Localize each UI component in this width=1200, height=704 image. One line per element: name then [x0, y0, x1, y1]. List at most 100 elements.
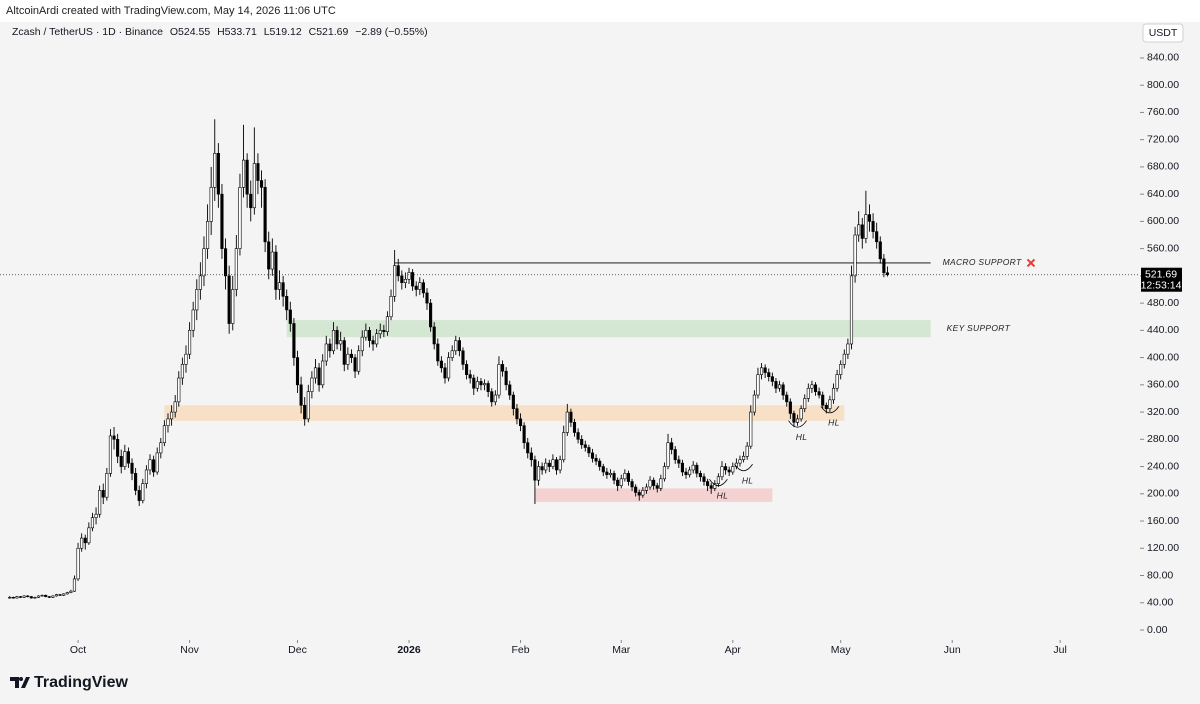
candle-body	[637, 492, 641, 496]
candle-body	[882, 258, 886, 274]
candle-body	[813, 384, 818, 392]
candle-body	[33, 597, 37, 599]
candle-body	[619, 478, 623, 486]
candle-body	[249, 193, 253, 209]
candle-body	[281, 282, 285, 297]
high: H533.71	[217, 26, 257, 38]
candle-body	[677, 459, 681, 464]
candle-body	[173, 401, 177, 413]
y-tick-label: 440.00	[1147, 324, 1179, 336]
change: −2.89 (−0.55%)	[355, 26, 427, 38]
candle-body	[267, 241, 271, 270]
candle-body	[65, 592, 69, 595]
candle-body	[252, 163, 256, 209]
candle-body	[500, 364, 505, 372]
candle-body	[8, 597, 12, 599]
candle-body	[414, 285, 418, 290]
y-tick-label: 360.00	[1147, 379, 1179, 391]
candle-body	[166, 418, 170, 426]
candle-body	[547, 462, 551, 467]
candle-body	[155, 452, 159, 473]
candle-body	[292, 323, 296, 358]
candle-body	[198, 275, 202, 290]
candle-body	[536, 466, 541, 481]
candle-body	[72, 578, 77, 592]
candle-body	[137, 490, 141, 501]
candle-body	[526, 442, 530, 454]
candle-body	[605, 471, 609, 476]
candle-body	[245, 159, 249, 195]
annotation: HL	[742, 476, 753, 486]
candle-body	[706, 481, 710, 486]
candle-body	[144, 469, 148, 484]
candle-body	[87, 527, 91, 544]
y-tick-label: 680.00	[1147, 161, 1179, 173]
candle-body	[670, 442, 674, 450]
countdown: 12:53:14	[1141, 280, 1182, 292]
swing-arc	[709, 479, 728, 487]
candle-body	[684, 471, 688, 476]
candle-body	[659, 478, 663, 489]
y-tick-label: 240.00	[1147, 460, 1179, 472]
candle-body	[767, 372, 771, 377]
candle-body	[608, 473, 613, 476]
candle-body	[666, 442, 670, 467]
candle-body	[119, 456, 123, 467]
candle-body	[713, 483, 717, 489]
candle-body	[313, 367, 318, 379]
y-tick-label: 760.00	[1147, 106, 1179, 118]
candle-body	[152, 459, 156, 473]
candle-body	[533, 459, 537, 481]
candle-body	[831, 387, 836, 401]
candle-body	[777, 384, 782, 389]
candle-body	[411, 272, 415, 287]
candle-body	[810, 384, 814, 389]
logo	[10, 677, 30, 688]
candle-body	[493, 394, 497, 403]
candle-body	[867, 214, 872, 222]
candle-body	[418, 282, 422, 290]
candle-body	[346, 353, 350, 365]
x-tick-label: Jul	[1053, 644, 1066, 656]
candle-body	[860, 224, 864, 239]
brand: TradingView	[34, 674, 129, 691]
candle-body	[216, 152, 220, 195]
candle-body	[806, 387, 810, 399]
candle-body	[698, 473, 702, 478]
candle-body	[853, 234, 857, 277]
currency: USDT	[1149, 27, 1178, 39]
x-tick-label: Nov	[180, 644, 199, 656]
candle-body	[382, 330, 386, 333]
candle-body	[583, 444, 587, 448]
candle-body	[180, 364, 184, 379]
candle-body	[116, 439, 120, 457]
x-tick-label: Mar	[612, 644, 631, 656]
candle-body	[393, 265, 397, 297]
candle-body	[544, 462, 548, 471]
y-tick-label: 840.00	[1147, 52, 1179, 64]
chart-background	[0, 22, 1200, 704]
y-tick-label: 560.00	[1147, 242, 1179, 254]
candle-body	[425, 292, 429, 304]
candle-body	[22, 595, 26, 598]
candle-body	[749, 411, 753, 447]
candle-body	[360, 336, 364, 352]
price-tag	[1141, 267, 1182, 292]
open: O524.55	[170, 26, 210, 38]
candle-body	[652, 479, 656, 486]
candle-body	[443, 367, 447, 379]
candle-body	[195, 289, 199, 311]
candle-body	[576, 432, 580, 440]
candle-body	[828, 399, 832, 409]
candle-body	[770, 376, 774, 382]
candle-body	[626, 473, 631, 482]
candle-body	[206, 221, 210, 249]
cross-icon	[1026, 258, 1036, 268]
candle-body	[745, 445, 749, 457]
candle-body	[310, 377, 314, 392]
annotation: HL	[717, 491, 728, 501]
candle-body	[234, 248, 238, 290]
candle-body	[288, 309, 292, 324]
candle-body	[256, 163, 260, 181]
